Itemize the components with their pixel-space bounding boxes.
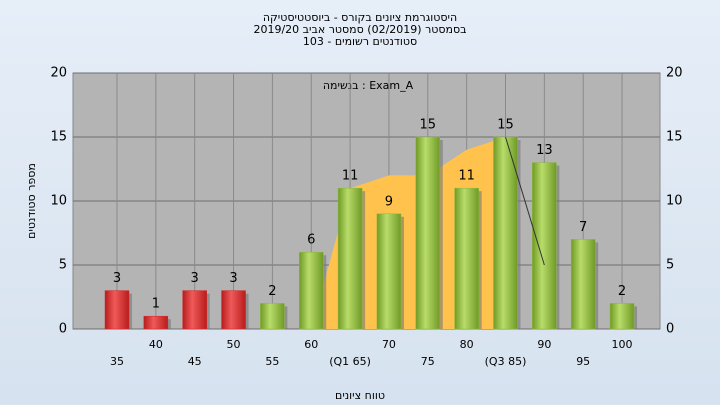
value-label: 15 (420, 118, 437, 133)
x-tick-label: 45 (188, 355, 202, 368)
value-label: 9 (385, 194, 393, 209)
y-tick-label: 15 (50, 130, 67, 145)
y2-tick-label: 5 (666, 258, 674, 273)
bar (104, 290, 130, 330)
bar (221, 290, 246, 330)
x-tick-label: 55 (265, 355, 279, 368)
bar (299, 251, 324, 330)
value-label: 6 (307, 233, 315, 248)
bar (532, 162, 557, 330)
x-tick-label: 75 (421, 355, 435, 368)
bar (337, 187, 363, 330)
x-tick-label: 95 (576, 355, 590, 368)
value-label: 2 (618, 284, 626, 299)
x-axis-label: טווח ציונים (335, 389, 385, 402)
value-label: 7 (579, 220, 587, 235)
chart-title: היסטוגרמת ציונים בקורס - ביוסטטיסטיקה (263, 11, 457, 24)
annotation: בנשימה : Exam_A (323, 79, 414, 92)
value-label: 3 (191, 271, 199, 286)
y2-tick-label: 10 (666, 194, 683, 209)
bar (454, 187, 479, 330)
y-tick-label: 20 (50, 66, 67, 81)
y2-tick-label: 20 (666, 66, 683, 81)
chart-title: בסמסטר (02/2019) סמסטר אביב 2019/20 (253, 23, 466, 36)
bar (182, 290, 207, 330)
value-label: 1 (152, 297, 160, 312)
y-tick-label: 5 (59, 258, 67, 273)
line (505, 136, 545, 266)
y-tick-label: 0 (59, 322, 67, 337)
x-tick-label: 90 (537, 338, 551, 351)
x-tick-label: 35 (110, 355, 124, 368)
bar (143, 315, 169, 330)
bar (415, 136, 441, 330)
bar (609, 303, 635, 330)
value-label: 11 (458, 169, 475, 184)
value-label: 3 (113, 271, 121, 286)
chart-title: סטודנטים רשומים - 103 (303, 35, 417, 48)
x-tick-label: 60 (304, 338, 318, 351)
y-tick-label: 10 (50, 194, 67, 209)
x-tick-label: 100 (612, 338, 633, 351)
x-tick-label: (Q3 85) (485, 355, 527, 368)
bar (570, 239, 596, 330)
y2-tick-label: 0 (666, 322, 674, 337)
value-label: 2 (268, 284, 276, 299)
y-axis-label: מספר סטודנטים (25, 163, 38, 239)
x-tick-label: 80 (460, 338, 474, 351)
bar (376, 213, 402, 330)
x-tick-label: (Q1 65) (329, 355, 371, 368)
y2-tick-label: 15 (666, 130, 683, 145)
value-label: 13 (536, 143, 553, 158)
value-label: 11 (342, 169, 359, 184)
x-tick-label: 70 (382, 338, 396, 351)
x-tick-label: 40 (149, 338, 163, 351)
bar (260, 303, 285, 330)
value-label: 3 (229, 271, 237, 286)
value-label: 15 (497, 118, 514, 133)
x-tick-label: 50 (227, 338, 241, 351)
